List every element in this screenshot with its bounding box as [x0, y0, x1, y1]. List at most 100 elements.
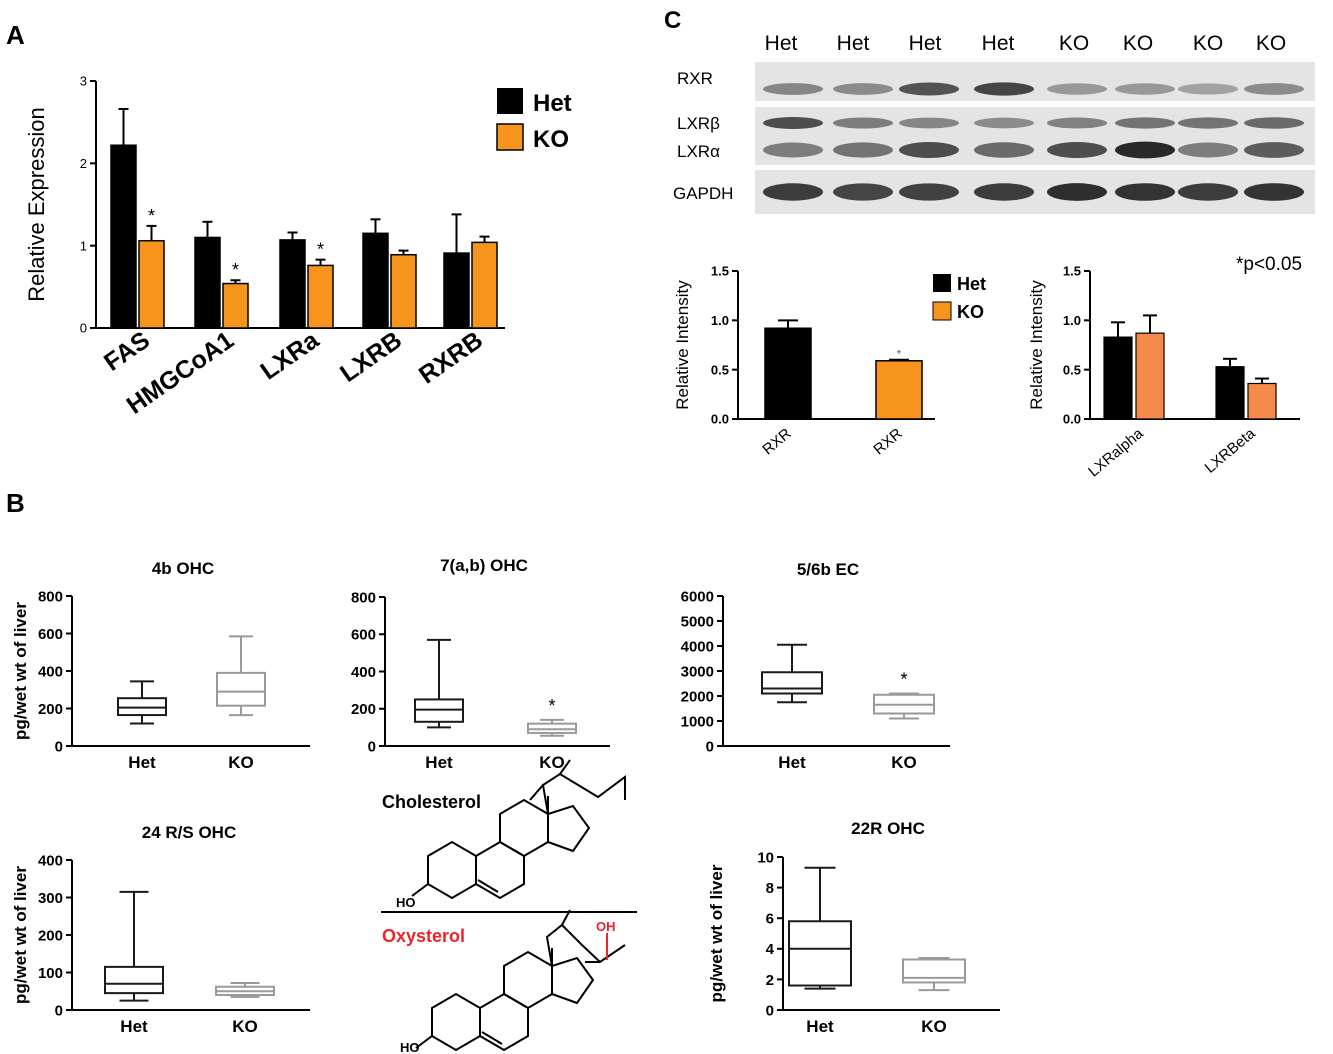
- y-tick-label: 8: [766, 880, 774, 897]
- y-tick-label: 1.5: [1063, 264, 1081, 279]
- category-label: Het: [128, 753, 156, 772]
- y-tick-label: 1: [80, 238, 87, 253]
- y-tick-label: 600: [351, 627, 376, 644]
- y-tick-label: 0: [80, 321, 87, 336]
- blot-band: [833, 142, 893, 158]
- blot-band: [974, 142, 1034, 158]
- y-tick-label: 4: [766, 941, 775, 958]
- blot-band: [1047, 117, 1107, 129]
- y-tick-label: 10: [757, 849, 774, 866]
- bar-ko: [390, 253, 417, 329]
- blot-band: [1115, 83, 1175, 95]
- bar-ko: [471, 241, 498, 329]
- bar-het: [443, 252, 470, 329]
- y-tick-label: 3000: [681, 663, 714, 680]
- cholesterol-label: Cholesterol: [382, 792, 481, 812]
- blot-band: [1047, 142, 1107, 158]
- y-tick-label: 200: [351, 701, 376, 718]
- y-tick-label: 400: [38, 663, 63, 680]
- blot-strip-rxr: [755, 62, 1315, 101]
- blot-row-label-lxra: LXRα: [677, 142, 720, 161]
- y-tick-label: 0.0: [711, 412, 729, 427]
- legend-a: Het KO: [496, 88, 572, 153]
- blot-band: [1244, 83, 1304, 95]
- blot-band: [1178, 183, 1238, 201]
- y-axis-title: pg/wet wt of liver: [707, 864, 726, 1002]
- category-label: LXRBeta: [1202, 425, 1259, 477]
- chart-title: 4b OHC: [152, 559, 214, 578]
- y-tick-label: 200: [38, 701, 63, 718]
- box: [902, 958, 966, 984]
- category-label: KO: [539, 753, 565, 772]
- y-tick-label: 600: [38, 626, 63, 643]
- blot-band: [1047, 83, 1107, 95]
- y-tick-label: 0: [706, 738, 714, 755]
- blot-band: [974, 82, 1034, 96]
- box: [761, 671, 823, 695]
- chart-title: 22R OHC: [851, 819, 925, 838]
- significance-star: *: [548, 696, 555, 716]
- oxysterol-structure: Oxysterol OH HO: [382, 909, 626, 1054]
- category-label: KO: [232, 1017, 258, 1036]
- y-tick-label: 1.0: [711, 313, 729, 328]
- bar-het: [1215, 366, 1245, 420]
- legend-c-ko-label: KO: [957, 302, 984, 322]
- blot-band: [833, 183, 893, 201]
- blot-band: [1244, 117, 1304, 129]
- chart-c1: 0.0 0.5 1.0 1.5 Relative Intensity RXR * RXR: [673, 264, 935, 458]
- bar-ko: [307, 264, 334, 329]
- y-tick-label: 0: [55, 1002, 63, 1019]
- category-label: Het: [425, 753, 453, 772]
- category-label: LXRalpha: [1085, 425, 1147, 481]
- blot-band: [899, 117, 959, 129]
- blot-band: [763, 83, 823, 95]
- y-tick-label: 300: [38, 890, 63, 907]
- significance-star: *: [148, 206, 155, 226]
- y-tick-label: 1.5: [711, 264, 729, 279]
- y-axis-title: pg/wet wt of liver: [11, 602, 30, 740]
- blot-band: [1115, 141, 1175, 159]
- category-label: KO: [921, 1017, 947, 1036]
- oxysterol-oh: OH: [596, 919, 616, 934]
- box: [788, 920, 852, 987]
- panel-letter-c: C: [664, 7, 681, 34]
- blot-row-label-rxr: RXR: [677, 69, 713, 88]
- category-label: Het: [120, 1017, 148, 1036]
- chart-b4: 24 R/S OHC 0 100 200 300 400 pg/wet wt of live…: [11, 823, 310, 1036]
- pvalue-note: *p<0.05: [1236, 254, 1302, 275]
- y-tick-label: 400: [351, 664, 376, 681]
- legend-c-ko-swatch: [932, 301, 952, 321]
- y-tick-label: 2: [766, 972, 774, 989]
- blot-band: [763, 183, 823, 201]
- blot-lane-label: Het: [909, 32, 942, 55]
- blot-lane-label: KO: [1123, 32, 1153, 55]
- box: [216, 671, 266, 707]
- significance-star: *: [897, 347, 902, 361]
- chart-b1: 4b OHC 0 200 400 600 800 pg/wet wt of liver Het…: [11, 559, 310, 772]
- blot-band: [763, 117, 823, 129]
- category-label: LXRB: [335, 326, 407, 388]
- blot-lane-label: Het: [837, 32, 870, 55]
- category-label: Het: [778, 753, 806, 772]
- blot-band: [974, 183, 1034, 201]
- legend-c: Het KO: [932, 274, 986, 322]
- y-tick-label: 0.5: [711, 362, 729, 377]
- category-label: FAS: [99, 326, 155, 377]
- blot-band: [763, 142, 823, 158]
- oxysterol-label: Oxysterol: [382, 926, 465, 946]
- y-axis-title: Relative Intensity: [1027, 280, 1046, 410]
- chart-b2: 7(a,b) OHC 0 200 400 600 800 Het * KO: [351, 556, 610, 772]
- category-label: Het: [806, 1017, 834, 1036]
- blot-lane-labels: Het Het Het Het KO KO KO KO: [765, 32, 1287, 55]
- significance-star: *: [232, 260, 239, 280]
- cholesterol-ho: HO: [396, 895, 416, 910]
- blot-band: [833, 117, 893, 129]
- y-tick-label: 0.5: [1063, 362, 1081, 377]
- bar-ko: [1135, 332, 1165, 420]
- blot-band: [899, 183, 959, 201]
- blot-band: [899, 142, 959, 158]
- y-tick-label: 1.0: [1063, 313, 1081, 328]
- y-tick-label: 0: [766, 1002, 774, 1019]
- blot-band: [1115, 117, 1175, 129]
- bar-ko: [138, 239, 165, 329]
